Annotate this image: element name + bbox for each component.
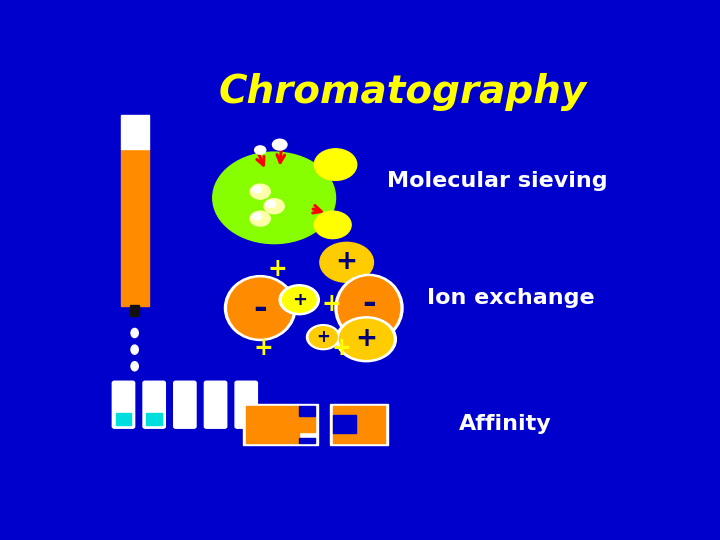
Circle shape: [279, 285, 320, 315]
FancyBboxPatch shape: [204, 381, 227, 428]
Circle shape: [266, 200, 276, 207]
Text: +: +: [321, 292, 341, 316]
Bar: [243, 404, 318, 446]
Circle shape: [336, 317, 396, 362]
Text: Ion exchange: Ion exchange: [428, 288, 595, 308]
Bar: [299, 416, 315, 432]
Circle shape: [213, 152, 336, 244]
Circle shape: [250, 211, 270, 226]
Ellipse shape: [338, 277, 400, 339]
Text: +: +: [355, 326, 377, 352]
Circle shape: [339, 319, 393, 359]
Text: +: +: [316, 328, 330, 346]
Text: -: -: [362, 287, 376, 320]
FancyBboxPatch shape: [174, 381, 196, 428]
Ellipse shape: [335, 274, 403, 342]
Circle shape: [307, 325, 340, 349]
Circle shape: [253, 186, 261, 193]
Bar: [116, 413, 131, 426]
Text: Affinity: Affinity: [459, 415, 552, 435]
Circle shape: [250, 184, 270, 199]
Ellipse shape: [228, 278, 292, 338]
Circle shape: [264, 199, 284, 214]
FancyBboxPatch shape: [235, 381, 258, 428]
Bar: [299, 438, 315, 443]
Text: +: +: [292, 291, 307, 309]
Bar: [130, 305, 139, 316]
Circle shape: [320, 242, 374, 282]
Text: Molecular sieving: Molecular sieving: [387, 171, 608, 191]
Circle shape: [253, 213, 261, 220]
Bar: [330, 404, 388, 446]
Bar: [246, 406, 299, 443]
Text: -: -: [253, 292, 267, 325]
Bar: [333, 415, 356, 433]
Circle shape: [282, 287, 316, 312]
Bar: [333, 406, 385, 443]
Text: +: +: [267, 256, 287, 281]
Ellipse shape: [131, 345, 138, 354]
Text: +: +: [253, 335, 273, 360]
Ellipse shape: [131, 328, 138, 338]
Bar: [299, 406, 315, 416]
Ellipse shape: [131, 362, 138, 371]
Text: +: +: [331, 335, 351, 360]
FancyBboxPatch shape: [143, 381, 166, 428]
Text: +: +: [336, 249, 358, 275]
Circle shape: [272, 139, 287, 150]
FancyBboxPatch shape: [112, 381, 135, 428]
Bar: [146, 413, 162, 426]
Circle shape: [315, 211, 351, 239]
Circle shape: [255, 146, 266, 154]
Bar: [121, 114, 148, 149]
Ellipse shape: [225, 275, 296, 341]
Bar: [121, 149, 148, 306]
Circle shape: [315, 149, 356, 180]
Circle shape: [310, 327, 337, 348]
Text: Chromatography: Chromatography: [218, 73, 587, 111]
